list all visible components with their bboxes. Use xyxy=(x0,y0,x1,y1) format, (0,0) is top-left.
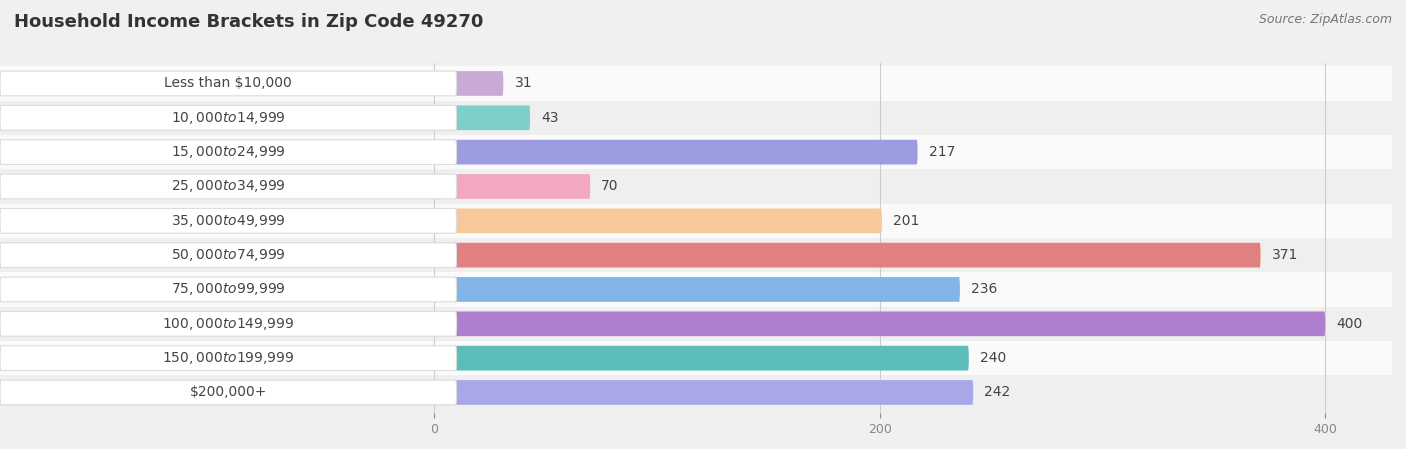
Text: Less than $10,000: Less than $10,000 xyxy=(165,76,292,90)
Bar xyxy=(0,204,1392,238)
FancyBboxPatch shape xyxy=(0,380,457,405)
Text: 70: 70 xyxy=(602,180,619,194)
FancyBboxPatch shape xyxy=(0,71,457,96)
Text: 242: 242 xyxy=(984,386,1011,400)
FancyBboxPatch shape xyxy=(0,346,457,370)
Text: Source: ZipAtlas.com: Source: ZipAtlas.com xyxy=(1258,13,1392,26)
Text: 201: 201 xyxy=(893,214,920,228)
Bar xyxy=(0,375,1392,409)
Bar xyxy=(0,341,1392,375)
Text: 236: 236 xyxy=(972,282,997,296)
Text: 217: 217 xyxy=(929,145,955,159)
Text: $100,000 to $149,999: $100,000 to $149,999 xyxy=(162,316,294,332)
Bar xyxy=(0,238,1392,272)
FancyBboxPatch shape xyxy=(0,243,1261,268)
FancyBboxPatch shape xyxy=(0,277,960,302)
FancyBboxPatch shape xyxy=(0,312,1324,336)
Bar xyxy=(0,307,1392,341)
FancyBboxPatch shape xyxy=(0,208,882,233)
Bar xyxy=(0,101,1392,135)
Text: Household Income Brackets in Zip Code 49270: Household Income Brackets in Zip Code 49… xyxy=(14,13,484,31)
Text: $25,000 to $34,999: $25,000 to $34,999 xyxy=(172,178,285,194)
Text: 371: 371 xyxy=(1271,248,1298,262)
Text: $50,000 to $74,999: $50,000 to $74,999 xyxy=(172,247,285,263)
Text: 43: 43 xyxy=(541,111,558,125)
Bar xyxy=(0,272,1392,307)
Text: $75,000 to $99,999: $75,000 to $99,999 xyxy=(172,282,285,298)
Bar xyxy=(0,169,1392,204)
Text: $150,000 to $199,999: $150,000 to $199,999 xyxy=(162,350,294,366)
FancyBboxPatch shape xyxy=(0,380,973,405)
FancyBboxPatch shape xyxy=(0,174,457,199)
Text: $10,000 to $14,999: $10,000 to $14,999 xyxy=(172,110,285,126)
FancyBboxPatch shape xyxy=(0,140,457,164)
FancyBboxPatch shape xyxy=(0,277,457,302)
Text: 240: 240 xyxy=(980,351,1007,365)
FancyBboxPatch shape xyxy=(0,106,530,130)
Text: $15,000 to $24,999: $15,000 to $24,999 xyxy=(172,144,285,160)
FancyBboxPatch shape xyxy=(0,106,457,130)
FancyBboxPatch shape xyxy=(0,140,918,164)
Text: 31: 31 xyxy=(515,76,531,90)
FancyBboxPatch shape xyxy=(0,71,503,96)
FancyBboxPatch shape xyxy=(0,174,591,199)
Text: 400: 400 xyxy=(1336,317,1362,331)
FancyBboxPatch shape xyxy=(0,346,969,370)
FancyBboxPatch shape xyxy=(0,312,457,336)
Bar xyxy=(0,135,1392,169)
Text: $200,000+: $200,000+ xyxy=(190,386,267,400)
Text: $35,000 to $49,999: $35,000 to $49,999 xyxy=(172,213,285,229)
FancyBboxPatch shape xyxy=(0,243,457,268)
Bar xyxy=(0,66,1392,101)
FancyBboxPatch shape xyxy=(0,208,457,233)
